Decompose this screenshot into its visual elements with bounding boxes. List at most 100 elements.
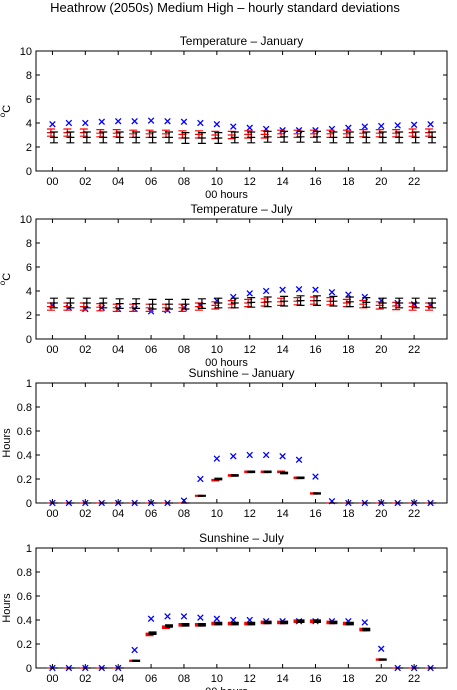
- y-tick-label: 0.8: [17, 567, 32, 579]
- x-tick-label: 12: [244, 176, 256, 188]
- data-point: [49, 131, 58, 144]
- data-point: [312, 295, 321, 306]
- x-tick-label: 02: [79, 344, 91, 356]
- data-point: [345, 621, 354, 626]
- data-point: [114, 117, 122, 125]
- data-point: [164, 613, 171, 620]
- data-point: [280, 620, 289, 625]
- y-axis-label-text: C: [1, 273, 13, 281]
- data-point: [230, 621, 239, 626]
- y-tick-label: 0.6: [17, 426, 32, 438]
- x-tick-label: 08: [178, 673, 190, 685]
- x-tick-label: 16: [309, 673, 321, 685]
- x-tick-label: 22: [408, 508, 420, 520]
- data-point: [395, 131, 404, 144]
- data-point: [180, 613, 188, 620]
- data-point: [329, 131, 338, 144]
- x-tick-label: 00: [46, 673, 58, 685]
- plot-area: [35, 382, 448, 504]
- x-axis-label: 00 hours: [205, 357, 248, 369]
- series-2: [46, 296, 434, 312]
- series-1: [49, 451, 434, 507]
- data-point: [197, 119, 204, 127]
- y-tick-label: 10: [20, 46, 32, 58]
- y-tick-label: 10: [20, 214, 32, 226]
- data-point: [279, 452, 286, 460]
- x-tick-label: 18: [342, 176, 354, 188]
- y-tick-label: 0: [26, 166, 32, 178]
- x-tick-label: 22: [408, 673, 420, 685]
- data-point: [82, 119, 89, 127]
- x-tick-label: 06: [145, 508, 157, 520]
- data-point: [213, 455, 221, 462]
- data-point: [345, 131, 354, 144]
- data-point: [197, 298, 206, 309]
- y-tick-label: 1: [26, 378, 32, 390]
- x-tick-label: 08: [178, 344, 190, 356]
- data-point: [147, 615, 155, 623]
- data-point: [411, 131, 420, 144]
- x-tick-label: 18: [342, 344, 354, 356]
- x-tick-label: 14: [276, 344, 288, 356]
- data-point: [115, 131, 124, 144]
- y-tick-label: 0.4: [17, 450, 32, 462]
- chart-title: Sunshine – January: [188, 366, 294, 380]
- data-point: [165, 131, 174, 144]
- x-tick-label: 02: [79, 673, 91, 685]
- data-point: [345, 296, 354, 308]
- data-point: [377, 645, 385, 653]
- y-tick-label: 0.6: [17, 591, 32, 603]
- data-point: [214, 297, 223, 309]
- data-point: [247, 470, 256, 474]
- x-tick-label: 06: [145, 176, 157, 188]
- data-point: [115, 298, 124, 309]
- data-point: [230, 123, 237, 130]
- data-point: [211, 130, 220, 140]
- data-point: [230, 474, 239, 477]
- y-tick-label: 8: [26, 238, 32, 250]
- x-tick-label: 06: [145, 673, 157, 685]
- data-point: [246, 451, 253, 459]
- x-tick-label: 08: [178, 508, 190, 520]
- data-point: [132, 659, 141, 662]
- x-tick-label: 08: [178, 176, 190, 188]
- y-tick-label: 4: [26, 286, 32, 298]
- y-tick-label: 0: [26, 663, 32, 675]
- chart-title: Temperature – July: [190, 202, 292, 216]
- x-tick-label: 20: [375, 344, 387, 356]
- series-3: [49, 619, 437, 669]
- data-point: [328, 288, 336, 296]
- data-point: [296, 476, 305, 480]
- data-point: [378, 658, 387, 661]
- data-point: [147, 117, 155, 124]
- data-point: [312, 473, 319, 480]
- data-point: [180, 118, 188, 126]
- x-tick-label: 14: [276, 508, 288, 520]
- data-point: [181, 623, 190, 627]
- data-point: [394, 122, 401, 129]
- y-axis-label: Hours: [1, 593, 13, 623]
- data-point: [263, 620, 272, 625]
- y-axis-label-degree: o: [0, 112, 7, 117]
- x-tick-label: 10: [211, 176, 223, 188]
- data-point: [197, 614, 204, 621]
- plot-area: [35, 218, 448, 340]
- series-3: [49, 130, 437, 144]
- y-tick-label: 0.2: [17, 474, 32, 486]
- data-point: [145, 129, 154, 138]
- data-point: [362, 131, 371, 144]
- data-point: [230, 131, 239, 144]
- y-tick-label: 0.2: [17, 639, 32, 651]
- figure-title: Heathrow (2050s) Medium High – hourly st…: [50, 0, 400, 15]
- y-tick-label: 1: [26, 543, 32, 555]
- x-tick-label: 16: [309, 176, 321, 188]
- data-point: [375, 129, 384, 138]
- data-point: [326, 129, 335, 138]
- y-tick-label: 0.8: [17, 402, 32, 414]
- x-tick-label: 04: [112, 673, 124, 685]
- data-point: [262, 451, 270, 459]
- data-point: [197, 623, 206, 627]
- data-point: [361, 123, 369, 130]
- data-point: [428, 131, 437, 144]
